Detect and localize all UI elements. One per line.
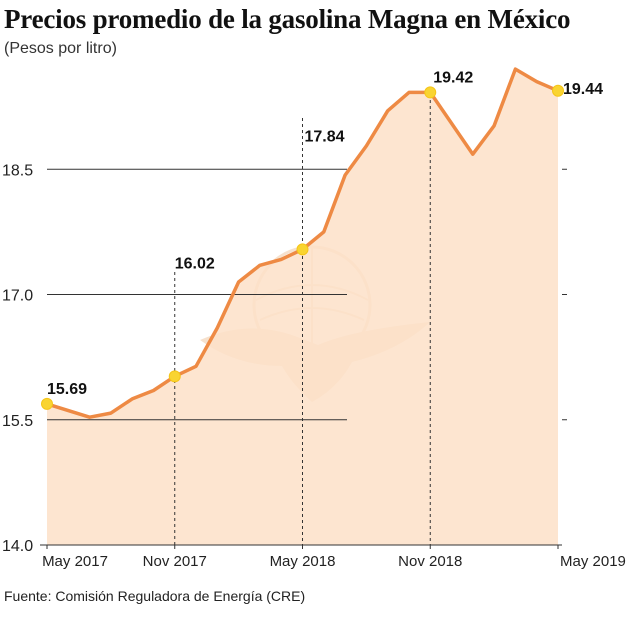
data-label-17.84: 17.84 <box>305 128 345 145</box>
chart-subtitle: (Pesos por litro) <box>4 40 117 57</box>
x-tick-may-2019: May 2019 <box>560 553 626 570</box>
marker-19.44 <box>552 84 564 97</box>
x-tick-nov-2017: Nov 2017 <box>143 553 207 570</box>
source-note: Fuente: Comisión Reguladora de Energía (… <box>4 588 306 604</box>
marker-16.02 <box>168 370 181 383</box>
y-tick-14.0: 14.0 <box>2 538 33 555</box>
x-tick-may-2017: May 2017 <box>42 553 108 570</box>
chart-title: Precios promedio de la gasolina Magna en… <box>4 4 571 34</box>
marker-15.69 <box>41 397 53 410</box>
marker-19.42 <box>424 86 437 99</box>
y-tick-17.0: 17.0 <box>2 288 33 305</box>
y-tick-15.5: 15.5 <box>2 413 33 430</box>
marker-17.84 <box>296 243 309 256</box>
data-label-15.69: 15.69 <box>47 381 87 398</box>
y-tick-18.5: 18.5 <box>2 162 33 179</box>
x-tick-may-2018: May 2018 <box>270 553 336 570</box>
data-label-19.44: 19.44 <box>563 81 603 98</box>
data-label-19.42: 19.42 <box>433 69 473 86</box>
data-label-16.02: 16.02 <box>175 255 215 272</box>
x-tick-nov-2018: Nov 2018 <box>398 553 462 570</box>
